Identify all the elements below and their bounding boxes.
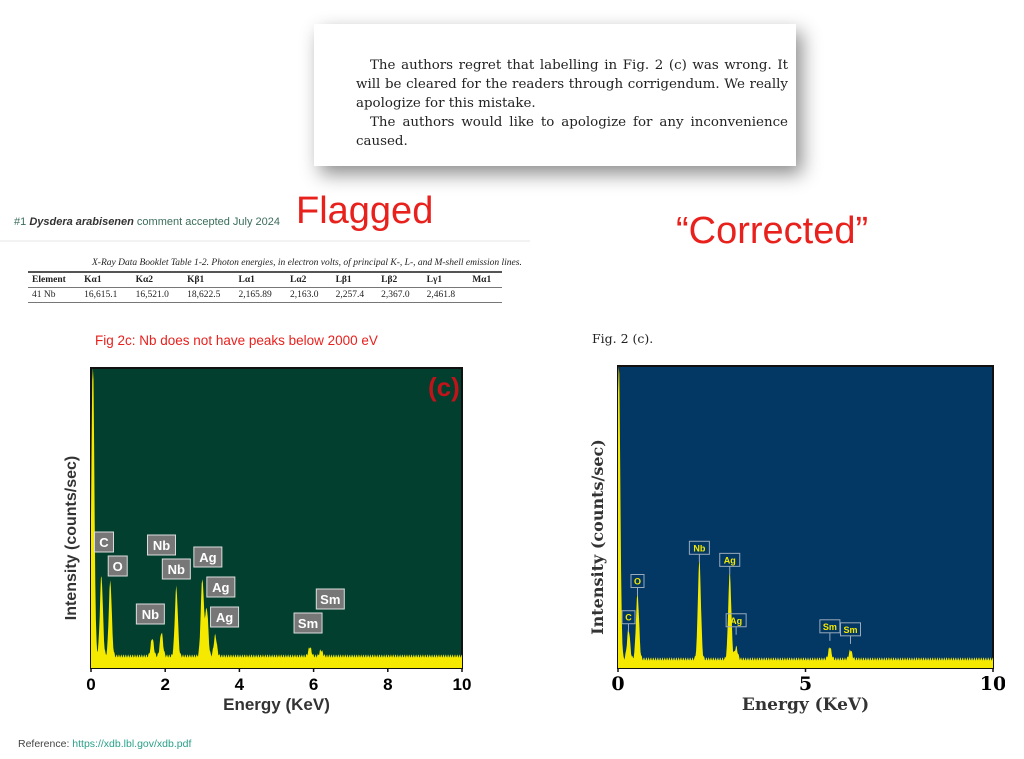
- table-cell: 2,461.8: [426, 290, 456, 300]
- peak-label: Ag: [212, 580, 229, 595]
- peak-label-box: [161, 558, 191, 580]
- corrected-heading: “Corrected”: [676, 210, 869, 252]
- peak-label: Sm: [298, 616, 318, 631]
- peak-label-box: [107, 555, 128, 577]
- column-header: Lα2: [286, 272, 332, 288]
- table-cell: 2,165.89: [238, 290, 272, 300]
- column-header: Kα2: [131, 272, 184, 288]
- table-cell: 16,615.1: [84, 290, 118, 300]
- peak-label: Ag: [730, 616, 742, 626]
- table-cell: [468, 288, 502, 303]
- peak-label-box: [210, 606, 240, 628]
- notice-paragraph: The authors regret that labelling in Fig…: [356, 58, 788, 111]
- column-header: Lγ1: [422, 272, 469, 288]
- peak-label: Ag: [199, 550, 216, 565]
- x-axis-label: Energy (KeV): [742, 695, 869, 715]
- peak-label: Sm: [823, 622, 837, 632]
- table-cell: 18,622.5: [187, 290, 221, 300]
- table-cell: 2,257.4: [335, 290, 365, 300]
- table-cell: 2,367.0: [381, 290, 410, 300]
- table-row: 41 Nb 16,615.1 16,521.0 18,622.5 2,165.89 2,1…: [28, 288, 502, 303]
- table-cell: 41 Nb: [32, 290, 56, 300]
- peak-label-box: [193, 546, 223, 568]
- peak-label: C: [625, 613, 632, 623]
- figure-label: Fig. 2 (c).: [592, 331, 654, 346]
- x-tick-label: 2: [160, 675, 169, 694]
- comment-author[interactable]: Dysdera arabisenen: [29, 216, 134, 228]
- reference-prefix: Reference:: [18, 738, 73, 750]
- peak-label-box: [146, 534, 176, 556]
- x-tick-label: 4: [235, 675, 245, 694]
- corrected-spectrum-chart: 0 5 10 Energy (KeV) Intensity (counts/sec) C O…: [588, 365, 1005, 715]
- peak-label: Ag: [216, 610, 233, 625]
- peak-label-box: [135, 603, 165, 625]
- peak-label: O: [113, 559, 123, 574]
- peak-label: Nb: [693, 543, 705, 553]
- table-cell: 2,163.0: [290, 290, 319, 300]
- comment-line: #1 Dysdera arabisenen comment accepted J…: [14, 216, 280, 228]
- comment-number: #1: [14, 216, 27, 228]
- flag-note: Fig 2c: Nb does not have peaks below 200…: [95, 333, 378, 348]
- column-header: Lβ1: [331, 272, 378, 288]
- peak-label: Nb: [153, 538, 170, 553]
- x-tick-label: 10: [453, 675, 472, 694]
- peak-label-box: [315, 588, 345, 610]
- reference: Reference: https://xdb.lbl.gov/xdb.pdf: [18, 738, 191, 750]
- peak-label-box: [93, 531, 114, 553]
- x-tick-label: 10: [980, 673, 1005, 695]
- peak-label: C: [99, 535, 109, 550]
- panel-label: (c): [428, 372, 460, 402]
- divider: [0, 240, 530, 242]
- peak-label: Nb: [168, 562, 185, 577]
- x-tick-label: 0: [611, 673, 624, 695]
- comment-text: comment accepted July 2024: [133, 216, 281, 228]
- x-tick-label: 8: [383, 675, 392, 694]
- peak-label-box: [206, 576, 236, 598]
- x-tick-label: 5: [799, 673, 812, 695]
- reference-link[interactable]: https://xdb.lbl.gov/xdb.pdf: [72, 738, 192, 750]
- peak-label: Sm: [843, 625, 857, 635]
- corrigendum-notice: The authors regret that labelling in Fig…: [314, 24, 796, 166]
- column-header: Mα1: [468, 272, 502, 288]
- peak-label-box: [719, 552, 741, 567]
- notice-paragraph: The authors would like to apologize for …: [356, 115, 788, 149]
- table-cell: 16,521.0: [135, 290, 169, 300]
- x-tick-label: 6: [309, 675, 318, 694]
- flagged-spectrum-chart: 0 2 4 6 8 10 Energy (KeV) Intensity (counts/sec…: [63, 367, 472, 714]
- peak-label-box: [293, 612, 323, 634]
- column-header: Lβ2: [377, 272, 423, 288]
- x-tick-label: 0: [86, 675, 95, 694]
- column-header: Kβ1: [183, 272, 235, 288]
- column-header: Element: [28, 272, 81, 288]
- column-header: Kα1: [80, 272, 132, 288]
- table-caption: X-Ray Data Booklet Table 1-2. Photon ene…: [92, 258, 522, 268]
- y-axis-label: Intensity (counts/sec): [63, 456, 80, 620]
- peak-label: Sm: [320, 592, 340, 607]
- x-axis-label: Energy (KeV): [223, 695, 330, 714]
- xray-table: X-Ray Data Booklet Table 1-2. Photon ene…: [28, 258, 522, 303]
- plot-area: [617, 365, 994, 669]
- y-axis-label: Intensity (counts/sec): [588, 439, 607, 635]
- peak-label: Nb: [142, 607, 159, 622]
- flagged-heading: Flagged: [296, 190, 434, 232]
- peak-label: Ag: [724, 555, 736, 565]
- peak-label: O: [634, 577, 641, 587]
- column-header: Lα1: [234, 272, 287, 288]
